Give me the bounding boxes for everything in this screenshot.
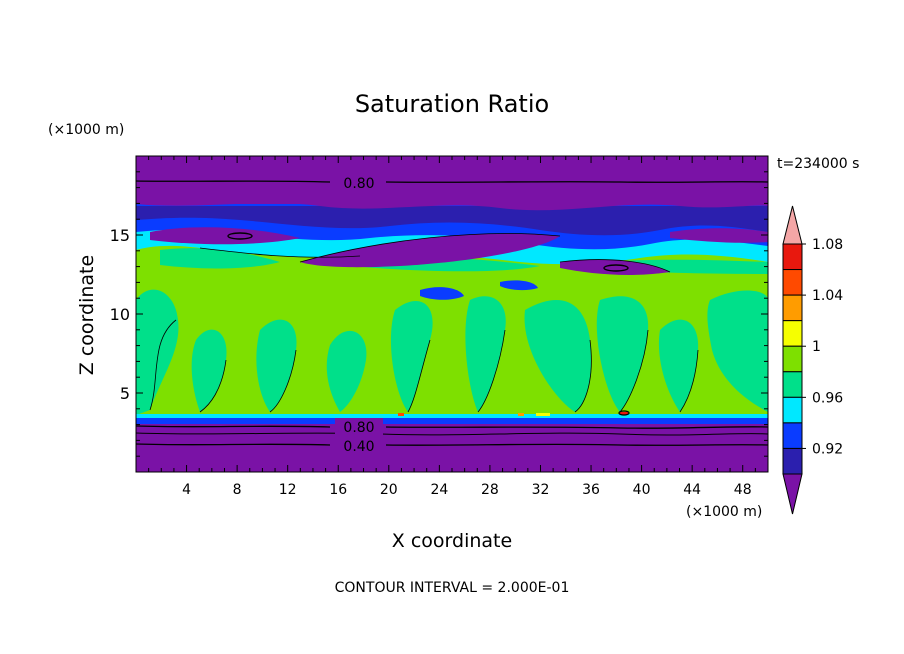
x-tick-label: 20: [380, 482, 398, 498]
contour-label: 0.80: [343, 420, 374, 436]
plot-area: 0.80 0.80 0.40: [136, 156, 768, 472]
supersat-spot: [536, 413, 550, 416]
time-label: t=234000 s: [777, 156, 859, 172]
colorbar-segment: [782, 447, 803, 475]
y-axis-label: Z coordinate: [76, 255, 98, 375]
contour-line-0-80-lower: [136, 425, 768, 429]
cloud-contours: [149, 233, 699, 413]
contour-line-mid: [136, 432, 768, 436]
colorbar-segment: [782, 205, 803, 245]
supersat-spot: [398, 413, 404, 416]
colorbar-segment: [782, 345, 803, 373]
colorbar-label: 1.04: [812, 288, 843, 304]
chart-title: Saturation Ratio: [355, 90, 549, 118]
colorbar-label: 0.92: [812, 441, 843, 457]
colorbar-segment: [782, 422, 803, 449]
x-tick-label: 32: [532, 482, 550, 498]
x-tick-label: 48: [734, 482, 752, 498]
y-axis: 5 10 15: [110, 171, 768, 457]
colorbar-segment: [782, 294, 803, 322]
x-tick-label: 16: [329, 482, 347, 498]
y-tick-label: 10: [110, 305, 130, 324]
colorbar-segment: [782, 320, 803, 347]
contour-loop: [603, 264, 629, 272]
contour-label: 0.80: [343, 176, 374, 192]
colorbar-legend: 0.92 0.96 1 1.04 1.08: [782, 205, 843, 515]
contour-loop: [227, 232, 253, 240]
colorbar-label: 0.96: [812, 390, 843, 406]
colorbar-segment: [782, 396, 803, 424]
x-tick-label: 36: [582, 482, 600, 498]
x-unit-label: (×1000 m): [686, 504, 762, 520]
x-axis: 4 8 12 16 20 24 28 32 36 40 44 48: [148, 156, 756, 498]
band-upper-dry: [136, 156, 768, 204]
supersat-spot: [518, 413, 524, 416]
colorbar-segment: [782, 473, 803, 515]
y-unit-label: (×1000 m): [48, 122, 124, 138]
contour-labels: 0.80 0.80 0.40: [335, 173, 383, 455]
contour-loop: [618, 410, 630, 416]
x-tick-label: 8: [233, 482, 242, 498]
y-tick-label: 15: [110, 226, 130, 245]
x-tick-label: 24: [430, 482, 448, 498]
x-tick-label: 28: [481, 482, 499, 498]
contour-label: 0.40: [343, 439, 374, 455]
band-transition: [136, 200, 768, 300]
upper-dry-edge: [136, 200, 768, 211]
x-tick-label: 4: [182, 482, 191, 498]
x-tick-label: 40: [633, 482, 651, 498]
x-tick-label: 12: [279, 482, 297, 498]
x-tick-label: 44: [683, 482, 701, 498]
colorbar-segment: [782, 243, 803, 271]
inversion-edge-blue: [136, 418, 768, 424]
colorbar-segment: [782, 269, 803, 296]
contour-interval-footer: CONTOUR INTERVAL = 2.000E-01: [335, 580, 570, 596]
contour-line-0-80-upper: [136, 180, 768, 183]
y-tick-label: 5: [120, 384, 130, 403]
supersat-spot: [620, 412, 628, 415]
colorbar-label: 1.08: [812, 237, 843, 253]
contour-line-0-40: [136, 443, 768, 446]
colorbar-segment: [782, 371, 803, 398]
x-axis-label: X coordinate: [392, 530, 512, 552]
colorbar-label: 1: [812, 339, 821, 355]
